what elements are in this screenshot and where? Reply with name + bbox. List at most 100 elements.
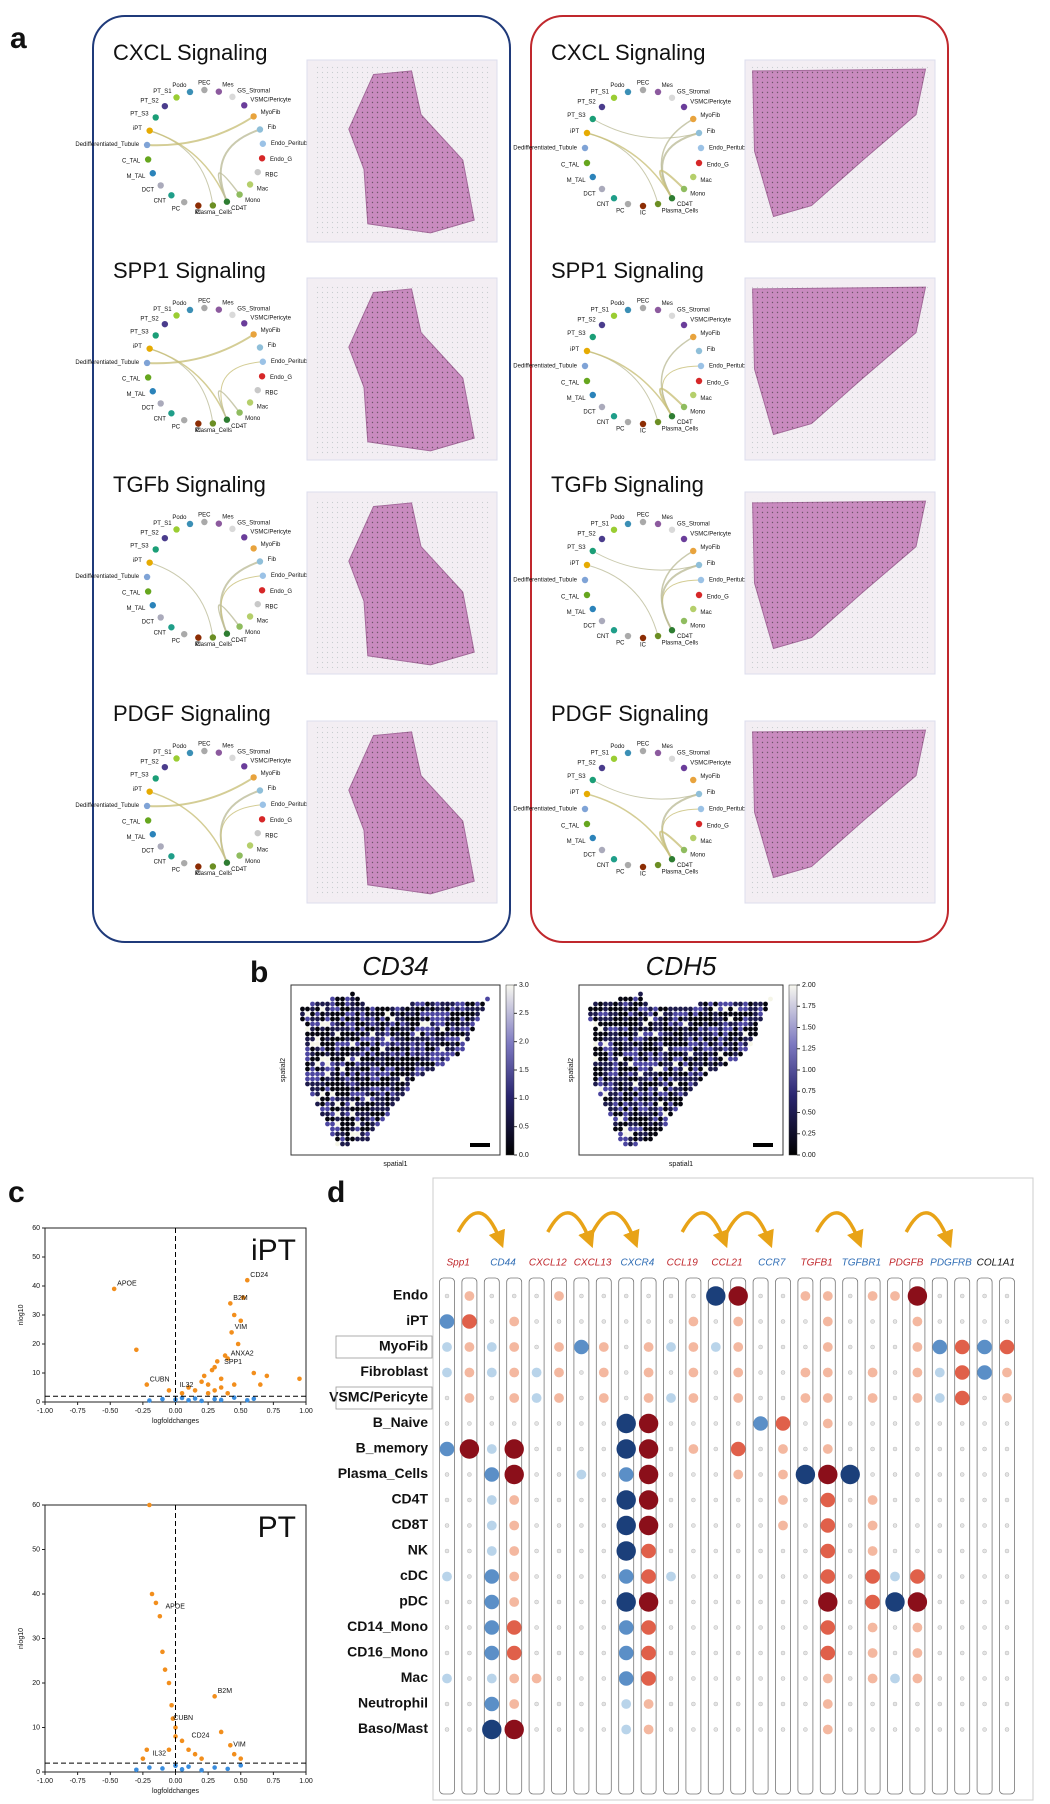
colorbar-tick-label: 1.5 xyxy=(519,1067,529,1074)
spot xyxy=(415,1071,420,1077)
spot xyxy=(315,1041,320,1047)
spot xyxy=(340,1136,345,1142)
node-label: Mono xyxy=(245,630,261,636)
dot xyxy=(778,1444,788,1454)
spot xyxy=(440,1061,445,1067)
dot xyxy=(556,1319,562,1324)
cell-node xyxy=(259,801,267,808)
dot xyxy=(621,1724,632,1735)
spot xyxy=(608,1081,613,1087)
spot xyxy=(633,1131,638,1137)
spot xyxy=(628,1066,633,1072)
spot xyxy=(435,1061,440,1067)
spot xyxy=(618,1051,623,1057)
point xyxy=(162,1667,168,1672)
spot xyxy=(395,1041,400,1047)
spot xyxy=(698,1066,703,1072)
spot xyxy=(618,1001,623,1007)
spot xyxy=(703,1001,708,1007)
spot xyxy=(593,1046,598,1052)
spot xyxy=(633,1001,638,1007)
spot xyxy=(668,1086,673,1092)
point xyxy=(179,1738,185,1744)
spot xyxy=(673,1036,678,1042)
dot xyxy=(822,1699,833,1709)
spot xyxy=(420,1051,425,1057)
spot xyxy=(643,1011,648,1017)
y-tick-label: 30 xyxy=(32,1312,40,1319)
spot xyxy=(380,1011,385,1017)
spot xyxy=(435,1011,440,1017)
node-label: MyoFib xyxy=(261,328,281,334)
dot xyxy=(867,1367,878,1378)
spot xyxy=(320,1041,325,1047)
cell-node xyxy=(598,403,606,411)
spot xyxy=(678,1036,683,1042)
colorbar xyxy=(788,984,798,1156)
point xyxy=(157,1613,163,1619)
spot xyxy=(748,1001,753,1007)
cell-node xyxy=(246,613,254,620)
dot xyxy=(641,1569,656,1584)
spot xyxy=(593,1071,598,1077)
spot xyxy=(738,1001,743,1007)
spot xyxy=(375,1041,380,1047)
gene-label: CCR7 xyxy=(758,1258,786,1269)
spot xyxy=(375,1036,380,1042)
spot xyxy=(703,1051,708,1057)
node-label: GS_Stromal xyxy=(237,306,270,312)
dot xyxy=(691,1497,696,1503)
spot xyxy=(623,1006,628,1012)
cell-node xyxy=(173,526,180,533)
cell-node xyxy=(598,764,606,772)
spot xyxy=(628,1136,633,1142)
spot xyxy=(713,1041,718,1047)
point xyxy=(179,1391,185,1396)
spot xyxy=(653,1051,658,1057)
node-label: Dedifferentiated_Tubule xyxy=(513,364,577,370)
dot xyxy=(803,1650,808,1656)
dot xyxy=(982,1319,987,1324)
dot xyxy=(462,1314,477,1329)
spot xyxy=(375,1061,380,1067)
spot xyxy=(643,1131,648,1137)
spot xyxy=(683,1006,688,1012)
node-label: C_TAL xyxy=(561,380,580,386)
spot xyxy=(330,1001,335,1007)
node-label: IC xyxy=(195,428,202,434)
spot xyxy=(445,1051,450,1057)
dot xyxy=(486,1673,497,1684)
spot xyxy=(370,1086,375,1092)
node-label: CNT xyxy=(154,860,167,866)
cell-node xyxy=(581,362,589,370)
node-label: Fib xyxy=(707,347,716,353)
interaction-edge xyxy=(592,550,700,571)
dot xyxy=(758,1395,763,1401)
cell-node xyxy=(161,763,169,771)
spot xyxy=(460,1041,465,1047)
dot xyxy=(618,1620,634,1635)
spot xyxy=(598,1036,603,1042)
node-label: Mac xyxy=(257,186,268,192)
spot xyxy=(345,1126,350,1132)
cell-node xyxy=(610,755,618,762)
dot xyxy=(820,1620,836,1635)
spot xyxy=(633,1141,638,1147)
spot xyxy=(360,1031,365,1037)
x-tick-label: 0.50 xyxy=(234,1408,248,1415)
cell-node xyxy=(195,420,202,427)
spot xyxy=(663,1106,668,1112)
spot xyxy=(613,1031,618,1037)
point xyxy=(241,1295,246,1300)
spot xyxy=(678,1011,683,1017)
spot xyxy=(305,1051,310,1057)
spot xyxy=(743,1021,748,1027)
spot xyxy=(315,1091,320,1097)
spot xyxy=(390,1041,395,1047)
dot xyxy=(803,1599,808,1605)
spot xyxy=(400,1016,405,1022)
spot xyxy=(335,1086,340,1092)
spot xyxy=(460,1026,465,1032)
dot xyxy=(598,1393,609,1403)
spot xyxy=(668,1036,673,1042)
